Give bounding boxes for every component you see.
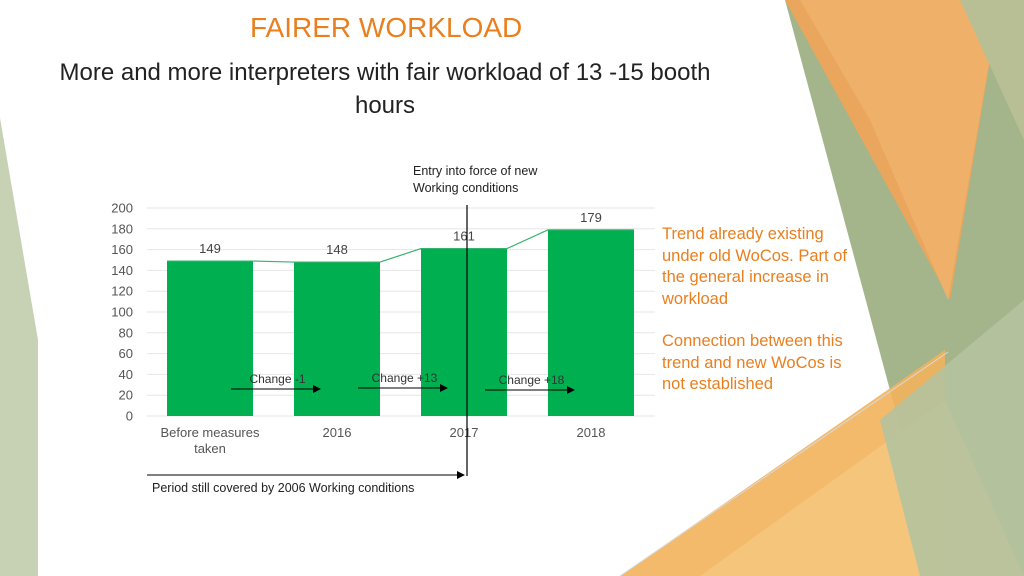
y-tick-label: 80 bbox=[119, 325, 133, 340]
slide-subtitle: More and more interpreters with fair wor… bbox=[59, 59, 711, 119]
olive-corner bbox=[960, 0, 1024, 140]
y-tick-label: 180 bbox=[111, 221, 133, 236]
x-tick-label: 2018 bbox=[577, 425, 606, 440]
trend-note-paragraph-2: Connection between this trend and new Wo… bbox=[662, 332, 843, 393]
change-label: Change -1 bbox=[249, 372, 305, 386]
y-tick-label: 60 bbox=[119, 346, 133, 361]
y-tick-label: 140 bbox=[111, 263, 133, 278]
data-label: 149 bbox=[199, 241, 221, 256]
bar bbox=[167, 261, 253, 416]
entry-into-force-label: Entry into force of new Working conditio… bbox=[413, 164, 538, 195]
bar bbox=[548, 229, 634, 416]
deco-line bbox=[619, 351, 949, 576]
left-accent-shape bbox=[0, 118, 38, 576]
olive-triangle-bottom bbox=[880, 300, 1024, 576]
x-tick-label: 2016 bbox=[323, 425, 352, 440]
y-tick-label: 200 bbox=[111, 201, 133, 216]
y-tick-label: 100 bbox=[111, 305, 133, 320]
bar bbox=[294, 262, 380, 416]
data-label: 161 bbox=[453, 229, 475, 244]
x-tick-label: taken bbox=[194, 441, 226, 456]
y-tick-label: 40 bbox=[119, 367, 133, 382]
change-label: Change +13 bbox=[372, 371, 438, 385]
trend-line bbox=[167, 229, 634, 263]
x-tick-label: 2017 bbox=[450, 425, 479, 440]
orange-triangle-top-light bbox=[800, 0, 1000, 300]
y-tick-label: 120 bbox=[111, 284, 133, 299]
x-tick-label: Before measures bbox=[161, 425, 260, 440]
y-tick-label: 0 bbox=[126, 409, 133, 424]
trend-note-paragraph-1: Trend already existing under old WoCos. … bbox=[662, 225, 847, 308]
y-tick-label: 160 bbox=[111, 242, 133, 257]
bar bbox=[421, 248, 507, 416]
change-label: Change +18 bbox=[499, 373, 565, 387]
y-tick-label: 20 bbox=[119, 388, 133, 403]
data-label: 148 bbox=[326, 242, 348, 257]
trend-note: Trend already existing under old WoCos. … bbox=[662, 224, 867, 417]
slide-title: FAIRER WORKLOAD bbox=[250, 12, 523, 43]
data-label: 179 bbox=[580, 210, 602, 225]
period-covered-label: Period still covered by 2006 Working con… bbox=[152, 481, 415, 495]
